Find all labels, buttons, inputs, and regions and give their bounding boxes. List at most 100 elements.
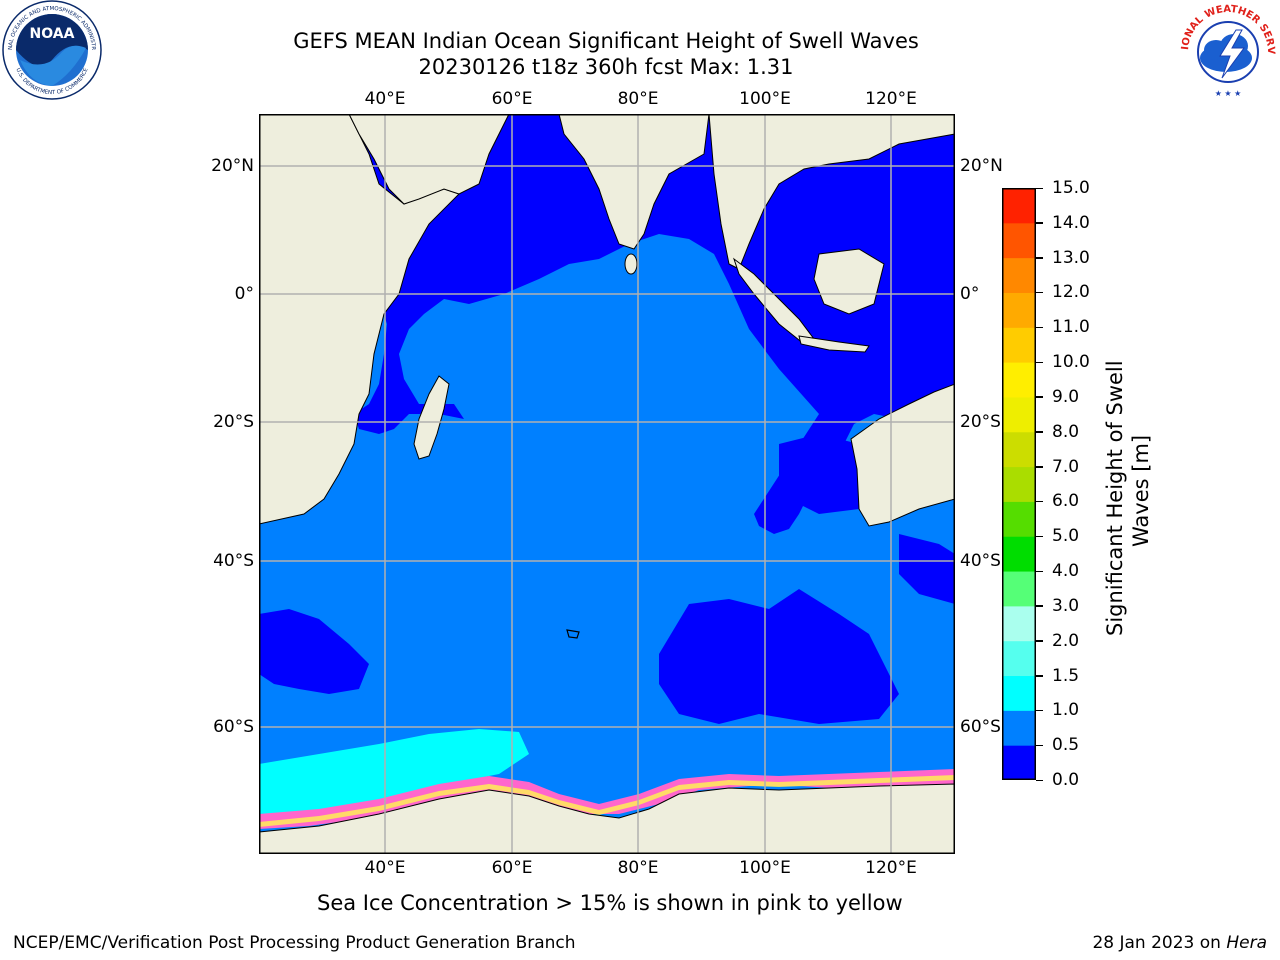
india [558,113,710,250]
colorbar-tick-mark [1036,535,1043,538]
colorbar-tick-mark [1036,779,1043,781]
colorbar-segment [1002,675,1036,711]
lon-label-top-120e: 120°E [865,89,917,109]
colorbar-tick-label: 2.0 [1052,630,1080,651]
lat-label-left-60s: 60°S [213,717,254,737]
colorbar-tick-mark [1036,500,1043,503]
lat-label-right-20s: 20°S [960,412,1001,432]
footer-right: 28 Jan 2023 on Hera [1092,933,1267,953]
colorbar-tick-label: 9.0 [1052,386,1080,407]
map-panel [258,113,956,855]
kerguelen [566,629,580,639]
colorbar-tick-label: 1.0 [1052,700,1080,721]
chart-subtitle: 20230126 t18z 360h fcst Max: 1.31 [418,55,794,79]
colorbar-segment [1002,222,1036,259]
colorbar-tick-mark [1036,187,1043,189]
australia [850,383,956,527]
star-icon: ★ ★ ★ [1215,89,1242,98]
colorbar-tick-mark [1036,222,1043,224]
java [798,335,870,353]
colorbar-label-line2: Waves [m] [1129,434,1153,547]
lat-label-left-20n: 20°N [211,156,254,176]
colorbar-tick-label: 8.0 [1052,421,1080,442]
footer-left: NCEP/EMC/Verification Post Processing Pr… [13,933,576,953]
sea-ice-note: Sea Ice Concentration > 15% is shown in … [317,891,903,915]
colorbar-tick-mark [1036,431,1043,433]
footer-date: 28 Jan 2023 on [1092,933,1227,953]
colorbar-segment [1002,640,1036,677]
colorbar-tick-label: 14.0 [1052,212,1090,233]
colorbar-tick-mark [1036,257,1043,259]
colorbar-tick-label: 13.0 [1052,247,1090,268]
footer-machine: Hera [1226,933,1267,953]
borneo [813,248,885,315]
lat-label-right-0: 0° [960,284,980,304]
colorbar-tick-label: 15.0 [1052,178,1090,198]
lon-label-bottom-80e: 80°E [617,858,659,878]
colorbar-tick-mark [1036,570,1043,573]
madagascar [413,375,450,460]
lat-label-right-60s: 60°S [960,717,1001,737]
colorbar-segment [1002,396,1036,433]
colorbar-segment [1002,431,1036,468]
lat-label-right-40s: 40°S [960,551,1001,571]
colorbar-tick-label: 12.0 [1052,282,1090,303]
colorbar-tick-mark [1036,744,1043,747]
colorbar-segment [1002,605,1036,642]
colorbar-segment [1002,710,1036,746]
colorbar-segment [1002,536,1036,572]
colorbar-segment [1002,362,1036,398]
colorbar-tick-label: 6.0 [1052,491,1080,512]
colorbar-tick-mark [1036,640,1043,642]
cyan-band [259,729,529,814]
colorbar-tick-mark [1036,675,1043,677]
dark-ocean-north [349,114,955,534]
lat-label-right-20n: 20°N [960,156,1003,176]
colorbar-tick-label: 7.0 [1052,456,1080,477]
colorbar-tick-mark [1036,326,1043,329]
dark-ocean-southeast [779,434,869,514]
colorbar-segment [1002,501,1036,537]
colorbar-segment [1002,571,1036,607]
map-svg [258,113,956,855]
sea-ice-yellow [259,775,955,827]
southeast-asia [708,113,956,270]
colorbar-tick-label: 11.0 [1052,317,1090,338]
colorbar-label-line1: Significant Height of Swell [1103,360,1127,636]
dark-ocean-patch-2 [259,609,369,694]
lon-label-bottom-100e: 100°E [739,858,791,878]
colorbar-segment [1002,745,1036,781]
nws-logo: NATIONAL WEATHER SERVICE ★ ★ ★ [1172,0,1280,100]
lat-label-left-20s: 20°S [213,412,254,432]
colorbar-tick-mark [1036,709,1043,712]
graticule [259,114,955,854]
colorbar-tick-label: 0.0 [1052,770,1080,790]
colorbar-tick-label: 1.5 [1052,665,1080,686]
lon-label-top-100e: 100°E [739,89,791,109]
lon-label-top-80e: 80°E [617,89,659,109]
colorbar-tick-mark [1036,466,1043,468]
dark-ocean-patch-1 [659,589,899,724]
colorbar-frame [1002,188,1036,780]
colorbar-tick-label: 0.5 [1052,735,1080,756]
noaa-logo: NOAA NATIONAL OCEANIC AND ATMOSPHERIC AD… [0,0,104,100]
dark-ocean-patch-3 [899,534,955,604]
lon-label-bottom-40e: 40°E [364,858,406,878]
map-frame [259,114,955,854]
colorbar-segment [1002,292,1036,328]
colorbar-tick-label: 3.0 [1052,595,1080,616]
arabia [348,113,510,205]
colorbar-tick-mark [1036,361,1043,364]
colorbar-segment [1002,188,1036,224]
colorbar [1002,188,1036,781]
colorbar-svg [1002,188,1036,781]
sri-lanka [624,253,638,275]
colorbar-tick-mark [1036,396,1043,398]
colorbar-tick-label: 5.0 [1052,526,1080,547]
lat-label-left-40s: 40°S [213,551,254,571]
lon-label-bottom-60e: 60°E [491,858,533,878]
lon-label-top-60e: 60°E [491,89,533,109]
chart-title: GEFS MEAN Indian Ocean Significant Heigh… [293,29,919,53]
lon-label-bottom-120e: 120°E [865,858,917,878]
noaa-logo-text: NOAA [30,26,75,42]
